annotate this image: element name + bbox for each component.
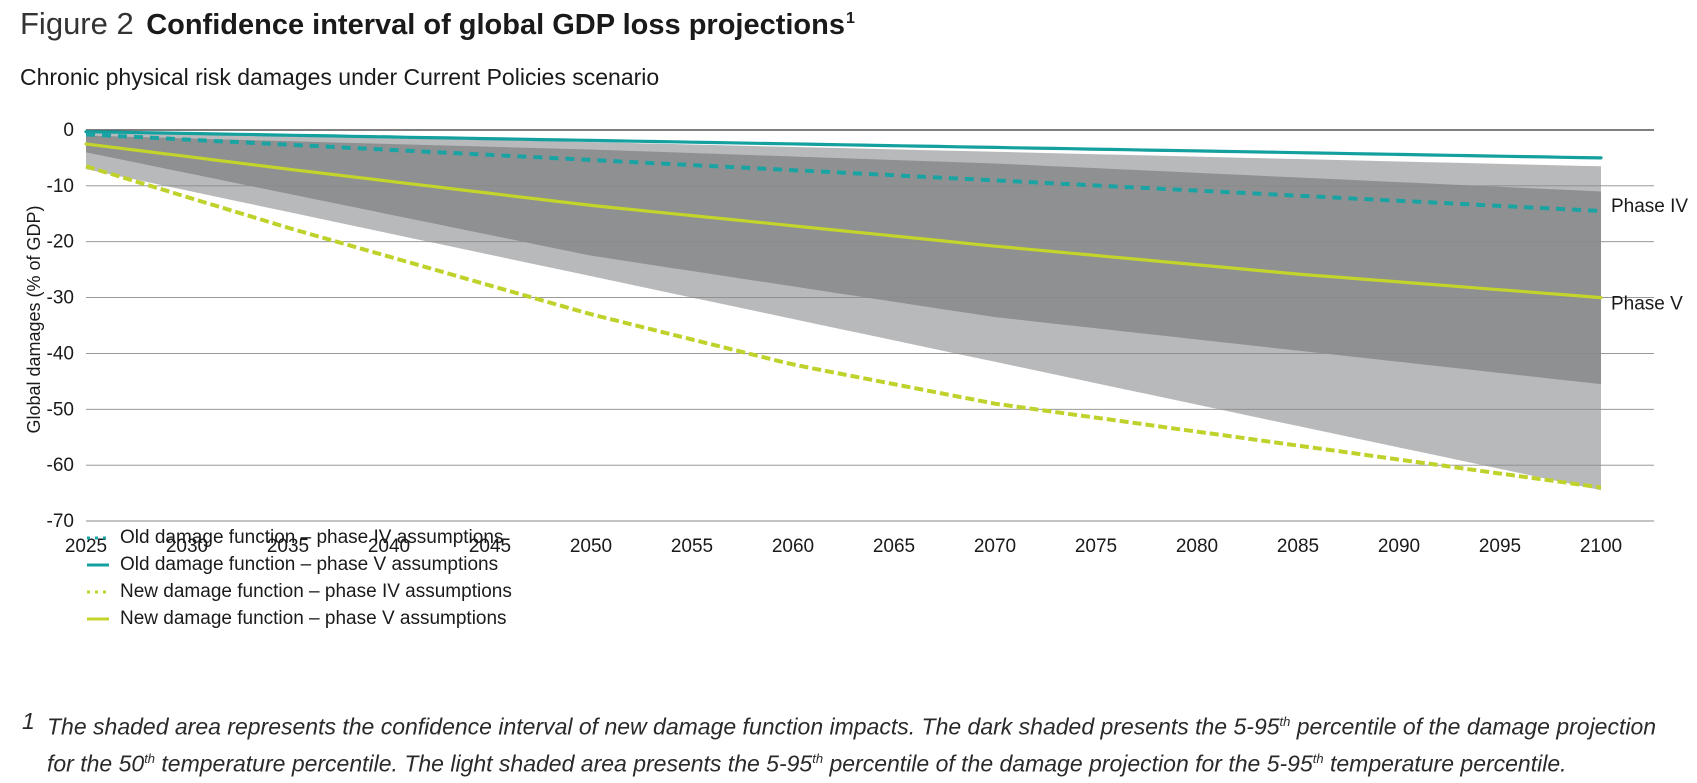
legend-label: New damage function – phase V assumption… <box>120 607 507 629</box>
title-footnote-marker: 1 <box>846 10 855 28</box>
legend-item: Old damage function – phase V assumption… <box>86 551 512 578</box>
y-axis-title-group: Global damages (% of GDP) <box>24 205 44 433</box>
footnote-line1-a: The shaded area represents the confidenc… <box>47 713 1280 740</box>
legend-item: Old damage function – phase IV assumptio… <box>86 524 512 551</box>
x-tick-label: 2060 <box>772 536 814 557</box>
y-tick-label: -50 <box>47 399 74 420</box>
footnote-number: 1 <box>22 708 35 734</box>
phase-annotation: Phase IV <box>1611 196 1688 217</box>
band-dark <box>86 135 1601 385</box>
x-tick-label: 2025 <box>65 536 107 557</box>
x-tick-label: 2030 <box>166 536 208 557</box>
legend-swatch <box>87 536 109 539</box>
x-tick-label: 2095 <box>1479 536 1521 557</box>
x-tick-label: 2075 <box>1075 536 1117 557</box>
confidence-bands <box>86 130 1601 491</box>
y-tick-label: -40 <box>47 343 74 364</box>
x-tick-label: 2035 <box>267 536 309 557</box>
gridlines <box>86 129 1654 522</box>
y-tick-label: -30 <box>47 288 74 309</box>
figure-header: Figure 2 Confidence interval of global G… <box>20 6 855 42</box>
x-tick-label: 2090 <box>1378 536 1420 557</box>
x-tick-label: 2070 <box>974 536 1016 557</box>
footnote-line1-b: percentile of the damage projection <box>1290 713 1657 740</box>
series-lines <box>84 130 1603 490</box>
footnote-line2-sup3: th <box>1312 750 1324 766</box>
series-line <box>85 164 1602 490</box>
legend: Old damage function – phase IV assumptio… <box>86 524 512 632</box>
x-tick-label: 2080 <box>1176 536 1218 557</box>
y-tick-label: -70 <box>47 511 74 532</box>
series-line <box>85 132 1602 213</box>
y-tick-label: -10 <box>47 176 74 197</box>
chart-subtitle: Chronic physical risk damages under Curr… <box>20 64 660 90</box>
footnote-line2-sup2: th <box>812 750 824 766</box>
x-tick-label: 2065 <box>873 536 915 557</box>
x-tick-label: 2045 <box>469 536 511 557</box>
chart-area: 0-10-20-30-40-50-60-70 2025 2030 2035 2040 2… <box>24 120 1688 557</box>
footnote-line2-sup1: th <box>144 750 156 766</box>
x-tick-label: 2085 <box>1277 536 1319 557</box>
legend-item: New damage function – phase V assumption… <box>86 605 512 632</box>
footnote-line1-sup: th <box>1279 714 1291 729</box>
figure-label: Figure 2 <box>20 6 134 41</box>
end-annotations: Phase IV Phase V <box>1611 196 1688 315</box>
legend-swatch <box>87 563 109 566</box>
legend-swatch <box>87 617 109 620</box>
series-line <box>84 142 1603 300</box>
x-tick-label: 2055 <box>671 536 713 557</box>
x-tick-label: 2050 <box>570 536 612 557</box>
y-tick-label: -60 <box>47 455 74 476</box>
series-line <box>84 130 1603 160</box>
legend-label: Old damage function – phase IV assumptio… <box>120 526 504 548</box>
legend-swatch <box>87 590 109 593</box>
footnote-line2-d: temperature percentile. <box>1323 750 1567 777</box>
y-tick-label: -20 <box>47 232 74 253</box>
footnote-text: The shaded area represents the confidenc… <box>47 706 1680 779</box>
y-axis-ticks: 0 -10 -20 -30 -40 -50 -60 -70 <box>47 120 74 532</box>
footnote: 1 The shaded area represents the confide… <box>20 706 1680 779</box>
figure-title-text: Confidence interval of global GDP loss p… <box>146 9 845 41</box>
y-tick-label: 0 <box>63 120 74 141</box>
footnote-line2-c: percentile of the damage projection for … <box>823 750 1313 777</box>
legend-label: Old damage function – phase V assumption… <box>120 553 499 575</box>
x-axis-ticks: 2025 2030 2035 2040 2045 2050 2055 2060 2065 2070… <box>65 536 1622 557</box>
x-tick-label: 2100 <box>1580 536 1622 557</box>
footnote-line2-a: for the 50 <box>47 750 145 777</box>
figure-title: Confidence interval of global GDP loss p… <box>146 9 855 41</box>
x-tick-label: 2040 <box>368 536 410 557</box>
legend-item: New damage function – phase IV assumptio… <box>86 578 512 605</box>
legend-label: New damage function – phase IV assumptio… <box>120 580 512 602</box>
y-axis-title: Global damages (% of GDP) <box>24 205 44 433</box>
phase-annotation: Phase V <box>1611 294 1683 315</box>
footnote-line2-b: temperature percentile. The light shaded… <box>155 750 813 777</box>
